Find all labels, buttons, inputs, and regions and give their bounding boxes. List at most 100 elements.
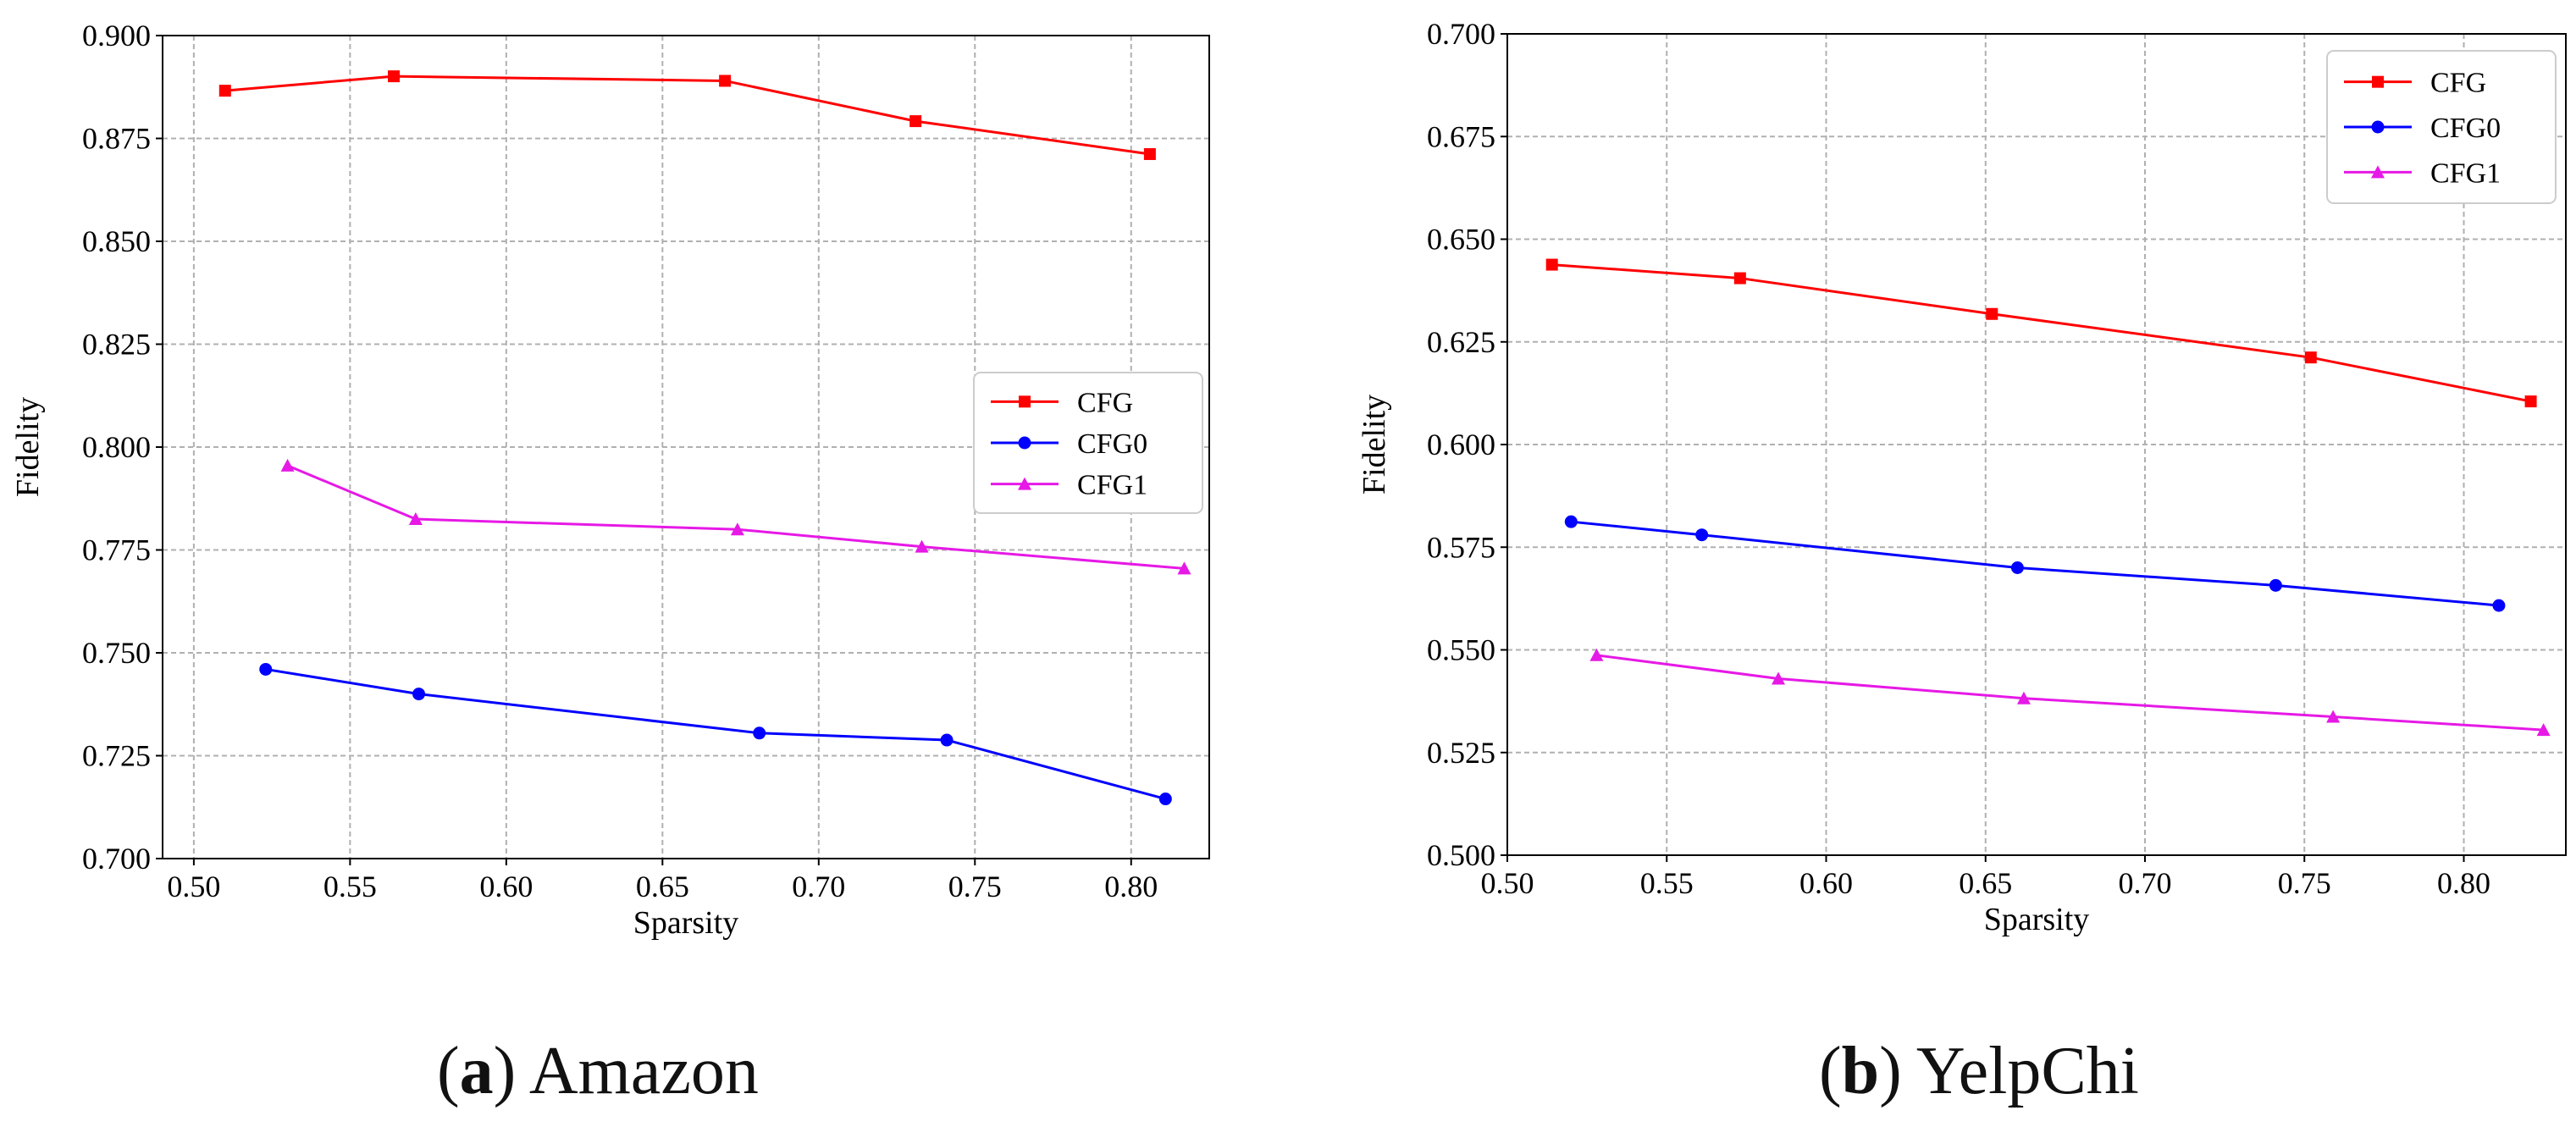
y-tick-label: 0.525: [1427, 736, 1495, 770]
chart-yelpchi-series-cfg0-point: [1564, 515, 1578, 528]
chart-amazon-series-cfg0-line: [265, 667, 1166, 800]
chart-amazon-series-cfg1-point: [730, 522, 744, 536]
chart-amazon-series-cfg1-point: [915, 539, 929, 553]
chart-yelpchi-series-cfg1: [1589, 648, 2551, 737]
x-tick-label: 0.65: [636, 870, 689, 903]
chart-amazon-series-cfg0-point: [1158, 793, 1172, 806]
chart-amazon-series-cfg1: [280, 458, 1191, 575]
chart-yelpchi-series-cfg-point: [2304, 351, 2317, 364]
chart-amazon: 0.50 0.55 0.60 0.65 0.70 0.75 0.80 0.700 0.725 0.…: [0, 0, 1219, 1134]
legend-marker-cfg1: [1018, 477, 1031, 490]
caption-amazon-letter: a: [459, 1034, 494, 1108]
y-tick-label: 0.500: [1427, 838, 1495, 872]
chart-amazon-series-cfg-point: [388, 70, 401, 83]
chart-amazon-series-cfg0: [259, 662, 1172, 806]
x-tick-label: 0.50: [1481, 866, 1534, 900]
chart-yelpchi-series-cfg-point: [1733, 272, 1746, 284]
y-tick-label: 0.825: [82, 328, 151, 362]
legend-label-cfg1: CFG1: [1077, 470, 1147, 501]
chart-amazon-ticks: 0.50 0.55 0.60 0.65 0.70 0.75 0.80 0.700 0.725 0.…: [82, 19, 1158, 903]
caption-amazon-name: Amazon: [528, 1034, 759, 1108]
chart-amazon-series-cfg0-point: [940, 733, 954, 747]
x-tick-label: 0.60: [1799, 866, 1853, 900]
x-tick-label: 0.65: [1959, 866, 2012, 900]
chart-amazon-series-cfg0-point: [412, 688, 426, 701]
chart-amazon-series-cfg1-point: [280, 458, 295, 472]
y-tick-label: 0.650: [1427, 223, 1495, 257]
legend-frame: [2326, 50, 2557, 204]
y-tick-label: 0.550: [1427, 633, 1495, 667]
chart-amazon-series-cfg1-point: [408, 512, 423, 526]
chart-amazon-series-cfg-point: [1143, 147, 1156, 160]
chart-amazon-legend: CFG CFG0 CFG1: [973, 372, 1203, 514]
chart-amazon-xlabel: Sparsity: [633, 905, 739, 941]
legend-marker-cfg: [1019, 395, 1031, 408]
legend-marker-cfg0: [1018, 436, 1031, 450]
chart-yelpchi-series-cfg-point: [1545, 258, 1558, 271]
y-tick-label: 0.775: [82, 533, 151, 567]
chart-yelpchi-series-cfg1-line: [1596, 654, 2544, 732]
chart-amazon-series-cfg0-point: [259, 662, 273, 676]
y-tick-label: 0.750: [82, 636, 151, 670]
chart-yelpchi-series-cfg0: [1564, 515, 2506, 612]
chart-amazon-series-cfg-point: [909, 115, 922, 128]
chart-amazon-series-cfg1-point: [1177, 561, 1191, 575]
chart-amazon-series-cfg0-point: [753, 726, 766, 740]
chart-amazon-series-cfg-point: [719, 75, 732, 87]
x-tick-label: 0.55: [1640, 866, 1694, 900]
legend-marker-cfg0: [2371, 120, 2385, 134]
chart-yelpchi-series-cfg-point: [2524, 395, 2537, 408]
chart-yelpchi-series-cfg-point: [1986, 307, 1998, 320]
y-tick-label: 0.700: [82, 842, 151, 876]
chart-yelpchi-svg: 0.50 0.55 0.60 0.65 0.70 0.75 0.80 0.500 0.525 0.…: [1357, 17, 2567, 937]
chart-yelpchi-ticks: 0.50 0.55 0.60 0.65 0.70 0.75 0.80 0.500 0.525 0.…: [1427, 17, 2490, 900]
legend-label-cfg0: CFG0: [1077, 428, 1147, 460]
y-tick-label: 0.575: [1427, 530, 1495, 564]
legend-frame: [973, 372, 1203, 514]
chart-amazon-ylabel: Fidelity: [10, 397, 46, 497]
chart-yelpchi-series-cfg1-point: [1772, 671, 1786, 685]
chart-yelpchi: 0.50 0.55 0.60 0.65 0.70 0.75 0.80 0.500 0.525 0.…: [1346, 0, 2576, 1134]
y-tick-label: 0.700: [1427, 17, 1495, 51]
y-tick-label: 0.850: [82, 224, 151, 258]
legend-marker-cfg: [2372, 75, 2384, 88]
caption-yelpchi-letter: b: [1841, 1034, 1880, 1108]
x-tick-label: 0.60: [479, 870, 533, 903]
chart-yelpchi-ylabel: Fidelity: [1357, 395, 1392, 494]
x-tick-label: 0.70: [792, 870, 845, 903]
y-tick-label: 0.900: [82, 19, 151, 52]
y-tick-label: 0.675: [1427, 119, 1495, 153]
chart-yelpchi-series-cfg0-point: [2492, 599, 2506, 612]
x-tick-label: 0.80: [1104, 870, 1158, 903]
chart-amazon-series-cfg-point: [218, 85, 231, 97]
chart-yelpchi-series-cfg0-line: [1571, 520, 2500, 607]
chart-yelpchi-series-cfg1-point: [2016, 691, 2031, 704]
chart-amazon-svg: 0.50 0.55 0.60 0.65 0.70 0.75 0.80 0.700 0.725 0.…: [10, 19, 1210, 941]
x-tick-label: 0.70: [2119, 866, 2172, 900]
y-tick-label: 0.725: [82, 739, 151, 773]
caption-yelpchi-name: YelpChi: [1915, 1034, 2139, 1108]
legend-label-cfg: CFG: [2430, 68, 2486, 99]
x-tick-label: 0.75: [948, 870, 1002, 903]
chart-yelpchi-series-cfg1-point: [1589, 648, 1604, 661]
x-tick-label: 0.80: [2437, 866, 2490, 900]
x-tick-label: 0.75: [2278, 866, 2331, 900]
y-tick-label: 0.800: [82, 430, 151, 464]
caption-yelpchi: (b) YelpChi: [1819, 1034, 2139, 1108]
chart-yelpchi-legend: CFG CFG0 CFG1: [2326, 50, 2557, 204]
y-tick-label: 0.600: [1427, 428, 1495, 461]
chart-yelpchi-series-cfg1-point: [2326, 710, 2341, 723]
chart-amazon-series-cfg-line: [224, 75, 1151, 156]
y-tick-label: 0.875: [82, 122, 151, 156]
chart-yelpchi-series-cfg0-point: [1695, 528, 1709, 542]
chart-yelpchi-series-cfg1-point: [2536, 723, 2551, 737]
legend-label-cfg: CFG: [1077, 387, 1133, 418]
chart-yelpchi-series-cfg-line: [1551, 263, 2531, 403]
chart-yelpchi-series-cfg0-point: [2269, 578, 2282, 592]
x-tick-label: 0.55: [323, 870, 377, 903]
chart-yelpchi-series-cfg0-point: [2010, 561, 2024, 574]
y-tick-label: 0.625: [1427, 325, 1495, 359]
legend-label-cfg1: CFG1: [2430, 157, 2501, 189]
caption-amazon: (a) Amazon: [437, 1034, 759, 1108]
legend-marker-cfg1: [2371, 165, 2385, 179]
